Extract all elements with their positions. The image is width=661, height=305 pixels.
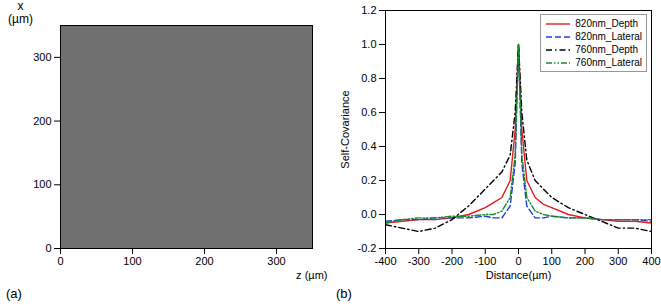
html-text:(µm): (µm) xyxy=(8,12,33,26)
svg-text:0.2: 0.2 xyxy=(361,174,376,186)
svg-text:-0.2: -0.2 xyxy=(358,242,377,254)
svg-text:0: 0 xyxy=(57,255,63,267)
svg-text:-400: -400 xyxy=(374,255,396,267)
svg-text:0.4: 0.4 xyxy=(361,140,376,152)
svg-text:z (µm): z (µm) xyxy=(296,269,327,281)
svg-text:100: 100 xyxy=(123,255,141,267)
svg-text:400: 400 xyxy=(642,255,660,267)
svg-text:0.0: 0.0 xyxy=(361,208,376,220)
svg-text:1.0: 1.0 xyxy=(361,38,376,50)
svg-text:0.8: 0.8 xyxy=(361,72,376,84)
html-text:x: x xyxy=(17,0,24,13)
svg-text:200: 200 xyxy=(33,115,51,127)
svg-text:Self-Covariance: Self-Covariance xyxy=(339,90,351,168)
svg-text:300: 300 xyxy=(33,51,51,63)
svg-text:200: 200 xyxy=(576,255,594,267)
svg-text:0.6: 0.6 xyxy=(361,106,376,118)
html-text:760nm_Lateral: 760nm_Lateral xyxy=(575,57,642,68)
svg-text:-200: -200 xyxy=(441,255,463,267)
html-text:760nm_Depth: 760nm_Depth xyxy=(575,44,639,55)
html-text:820nm_Lateral: 820nm_Lateral xyxy=(575,31,642,42)
svg-text:1.2: 1.2 xyxy=(361,4,376,16)
svg-text:Distance(µm): Distance(µm) xyxy=(486,269,552,281)
html-text:820nm_Depth: 820nm_Depth xyxy=(575,18,639,29)
svg-text:100: 100 xyxy=(33,178,51,190)
html-text:(b): (b) xyxy=(336,286,352,301)
svg-text:300: 300 xyxy=(267,255,285,267)
svg-text:-300: -300 xyxy=(408,255,430,267)
html-text:(a): (a) xyxy=(6,286,22,301)
svg-text:200: 200 xyxy=(195,255,213,267)
svg-text:-100: -100 xyxy=(474,255,496,267)
svg-text:300: 300 xyxy=(609,255,627,267)
svg-text:0: 0 xyxy=(45,242,51,254)
svg-text:0: 0 xyxy=(515,255,521,267)
svg-text:100: 100 xyxy=(543,255,561,267)
